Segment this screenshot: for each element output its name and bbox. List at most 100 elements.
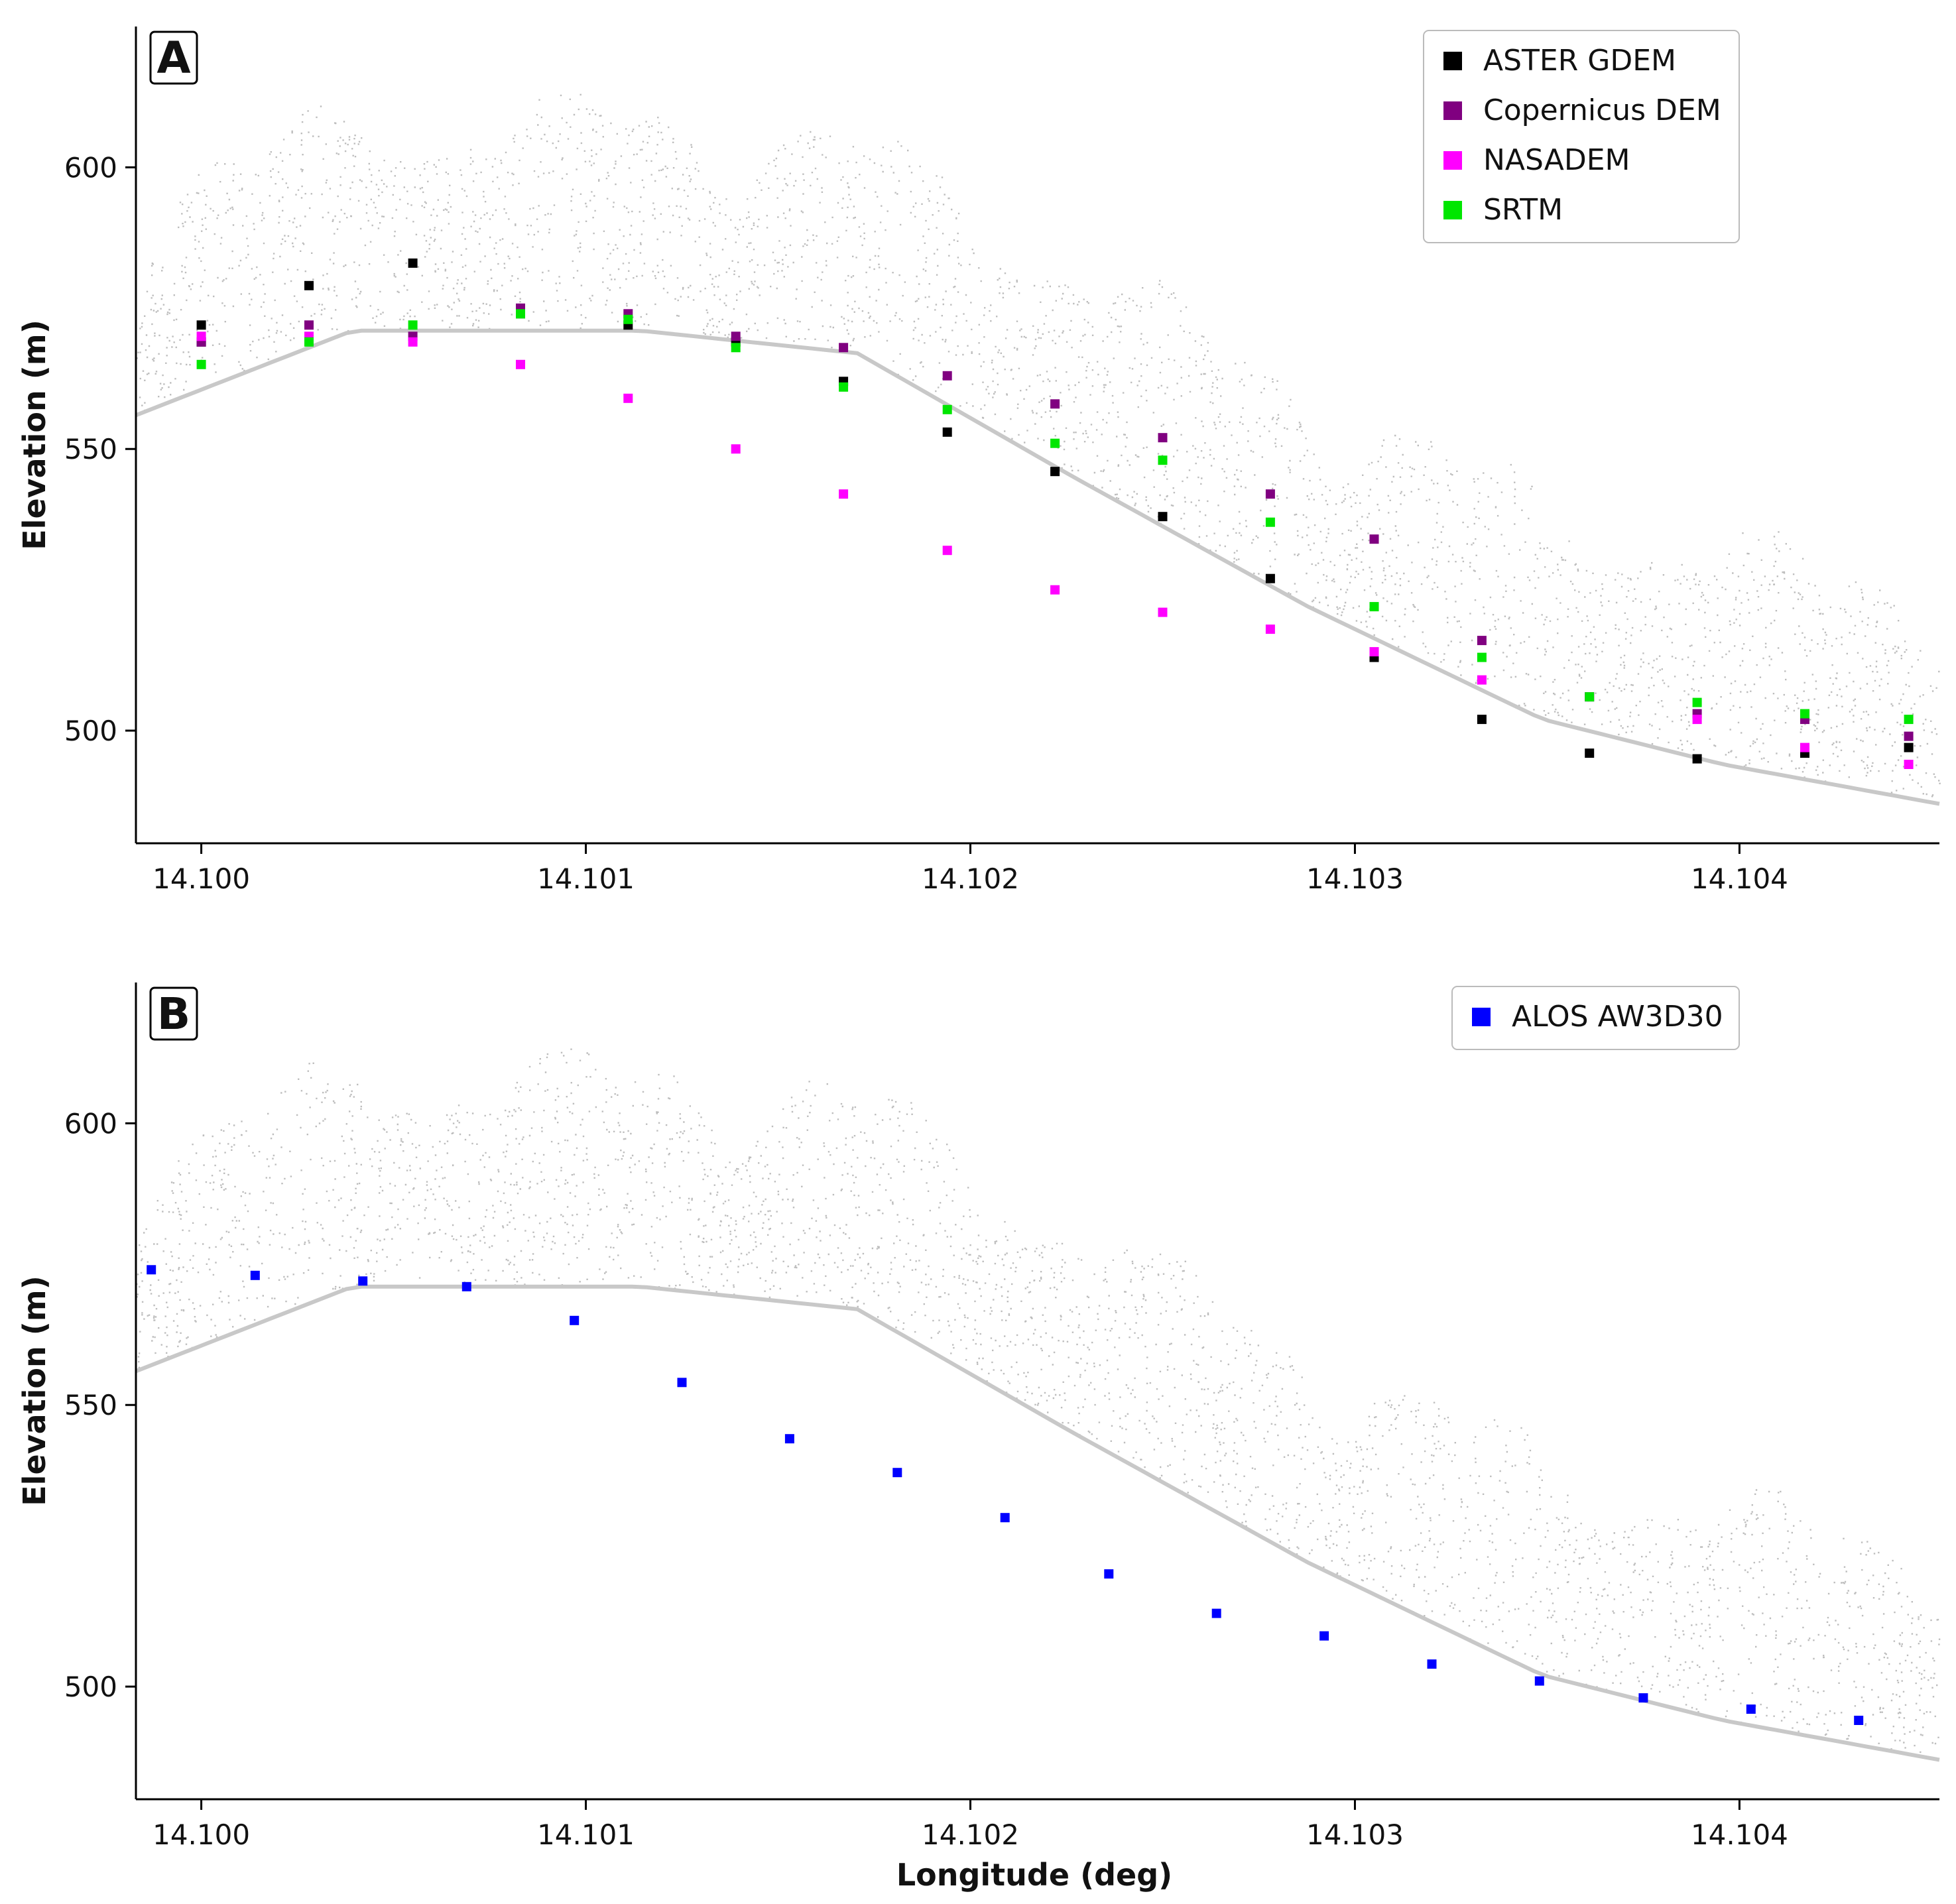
data-point xyxy=(1427,1659,1437,1669)
data-point xyxy=(1854,1716,1864,1725)
x-tick-label: 14.103 xyxy=(1306,863,1404,895)
data-point xyxy=(1050,585,1060,595)
data-point xyxy=(304,337,314,347)
series-aster-gdem xyxy=(196,258,1914,764)
data-point xyxy=(1158,607,1168,617)
legend-box xyxy=(1451,986,1740,1050)
data-point xyxy=(942,427,952,437)
x-axis-label: Longitude (deg) xyxy=(896,1857,1172,1893)
legend-swatch xyxy=(1443,52,1462,70)
data-point xyxy=(1904,743,1914,752)
data-point xyxy=(1585,692,1595,702)
data-point xyxy=(1211,1608,1221,1618)
data-point xyxy=(942,546,952,556)
data-point xyxy=(304,280,314,290)
legend-label: ALOS AW3D30 xyxy=(1512,1000,1723,1034)
data-point xyxy=(408,320,418,330)
legend-swatch xyxy=(1443,201,1462,219)
data-point xyxy=(1904,731,1914,741)
data-point xyxy=(623,393,633,403)
x-tick-label: 14.101 xyxy=(537,1818,635,1851)
data-point xyxy=(1800,709,1809,719)
y-tick-label: 600 xyxy=(64,151,117,184)
y-tick-label: 600 xyxy=(64,1107,117,1140)
data-point xyxy=(516,359,525,369)
y-tick-label: 550 xyxy=(64,433,117,465)
series-alos-aw3d30 xyxy=(147,1265,1864,1725)
x-tick-label: 14.104 xyxy=(1691,1818,1788,1851)
panel-label-box: A xyxy=(149,30,198,85)
data-point xyxy=(731,343,741,353)
data-point xyxy=(1904,715,1914,725)
y-tick-label: 500 xyxy=(64,715,117,747)
data-point xyxy=(892,1468,902,1478)
legend-swatch xyxy=(1443,101,1462,120)
data-point xyxy=(196,359,206,369)
data-point xyxy=(1477,675,1487,685)
data-point xyxy=(408,337,418,347)
x-tick-label: 14.100 xyxy=(153,863,250,895)
data-point xyxy=(1265,517,1275,527)
data-point xyxy=(1534,1676,1544,1686)
data-point xyxy=(1104,1569,1114,1579)
data-point xyxy=(1319,1631,1329,1641)
data-point xyxy=(1369,647,1379,657)
data-point xyxy=(1000,1513,1010,1523)
x-tick-label: 14.103 xyxy=(1306,1818,1404,1851)
lidar-ground-line xyxy=(135,1284,1940,1762)
data-point xyxy=(1050,467,1060,477)
data-point xyxy=(1158,512,1168,522)
legend-swatch xyxy=(1443,151,1462,170)
y-tick-label: 550 xyxy=(64,1389,117,1421)
x-tick-label: 14.102 xyxy=(922,1818,1019,1851)
data-point xyxy=(1158,455,1168,465)
legend: ALOS AW3D30 xyxy=(1451,986,1740,1050)
legend-label: ASTER GDEM xyxy=(1483,44,1676,78)
series-srtm xyxy=(196,309,1914,725)
data-point xyxy=(1746,1704,1756,1714)
data-point xyxy=(1265,489,1275,499)
x-tick-label: 14.104 xyxy=(1691,863,1788,895)
lidar-point-cloud xyxy=(135,93,1941,806)
data-point xyxy=(731,444,741,454)
data-point xyxy=(839,489,849,499)
data-point xyxy=(196,320,206,330)
data-point xyxy=(1692,754,1702,764)
data-point xyxy=(1692,697,1702,707)
data-point xyxy=(304,320,314,330)
data-point xyxy=(1265,573,1275,583)
data-point xyxy=(942,404,952,414)
data-point xyxy=(839,382,849,392)
data-point xyxy=(147,1265,156,1275)
x-tick-label: 14.100 xyxy=(153,1818,250,1851)
y-tick-label: 500 xyxy=(64,1671,117,1703)
data-point xyxy=(1158,433,1168,443)
data-point xyxy=(1638,1693,1648,1703)
data-point xyxy=(1050,438,1060,448)
data-point xyxy=(1369,602,1379,612)
data-point xyxy=(1692,715,1702,725)
data-point xyxy=(1477,652,1487,662)
data-point xyxy=(1369,534,1379,544)
panel-label: A xyxy=(156,32,190,84)
legend-label: NASADEM xyxy=(1483,143,1630,177)
data-point xyxy=(1050,399,1060,409)
legend-swatch xyxy=(1472,1008,1491,1026)
data-point xyxy=(570,1315,580,1325)
data-point xyxy=(1585,748,1595,758)
series-copernicus-dem xyxy=(196,303,1914,741)
data-point xyxy=(1904,760,1914,769)
legend-box xyxy=(1423,30,1740,243)
data-point xyxy=(784,1434,794,1444)
data-point xyxy=(677,1378,687,1388)
lidar-points xyxy=(136,1048,1941,1759)
data-point xyxy=(1477,715,1487,725)
panel-b: 14.100 14.101 14.102 14.103 14.104 500 550 600 E… xyxy=(17,982,1941,1893)
data-point xyxy=(250,1270,260,1280)
y-axis-label: Elevation (m) xyxy=(17,1276,52,1506)
x-tick-label: 14.102 xyxy=(922,863,1019,895)
data-point xyxy=(408,258,418,268)
data-point xyxy=(1800,743,1809,752)
data-point xyxy=(358,1276,368,1286)
lidar-ground-line xyxy=(135,328,1940,806)
